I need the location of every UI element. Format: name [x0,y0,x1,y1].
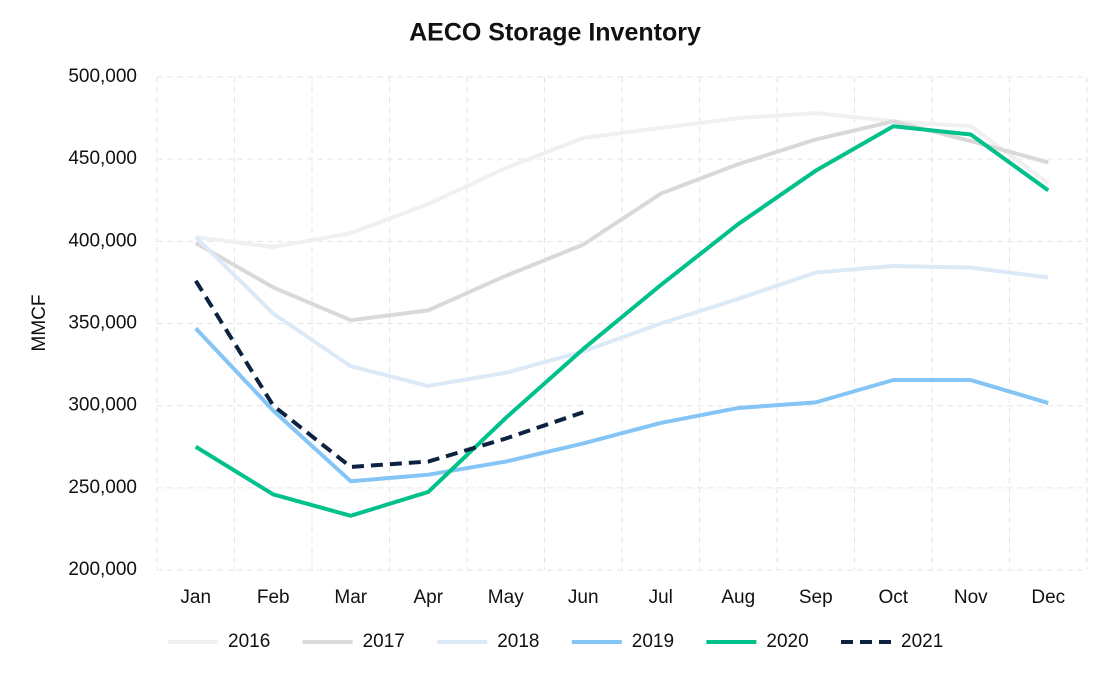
legend-label: 2021 [901,631,943,652]
series-line [194,124,1050,518]
series-line [194,327,1049,484]
x-tick-label: Jul [649,587,673,608]
x-tick-label: May [488,587,524,608]
series-line [194,119,1049,323]
x-tick-label: Nov [954,587,988,608]
x-tick-label: Jun [568,587,599,608]
y-tick-label: 200,000 [68,559,137,580]
x-tick-label: Apr [413,587,443,608]
x-tick-label: Sep [799,587,833,608]
x-tick-label: Aug [721,587,755,608]
legend-label: 2016 [228,631,270,652]
y-tick-label: 400,000 [68,230,137,251]
x-tick-label: Oct [878,587,908,608]
legend-label: 2019 [632,631,674,652]
x-tick-label: Dec [1031,587,1065,608]
y-tick-label: 300,000 [68,395,137,416]
y-tick-label: 450,000 [68,148,137,169]
chart-title: AECO Storage Inventory [409,19,701,47]
series-line [194,279,584,469]
legend-label: 2020 [766,631,808,652]
y-tick-label: 350,000 [68,313,137,334]
x-tick-label: Jan [180,587,211,608]
x-tick-label: Feb [257,587,290,608]
series-line [194,235,1049,388]
y-tick-label: 250,000 [68,477,137,498]
legend-label: 2017 [363,631,405,652]
y-axis-label: MMCF [29,295,50,352]
series-line [195,111,1050,250]
y-tick-label: 500,000 [68,66,137,87]
legend-label: 2018 [497,631,539,652]
x-tick-label: Mar [334,587,367,608]
